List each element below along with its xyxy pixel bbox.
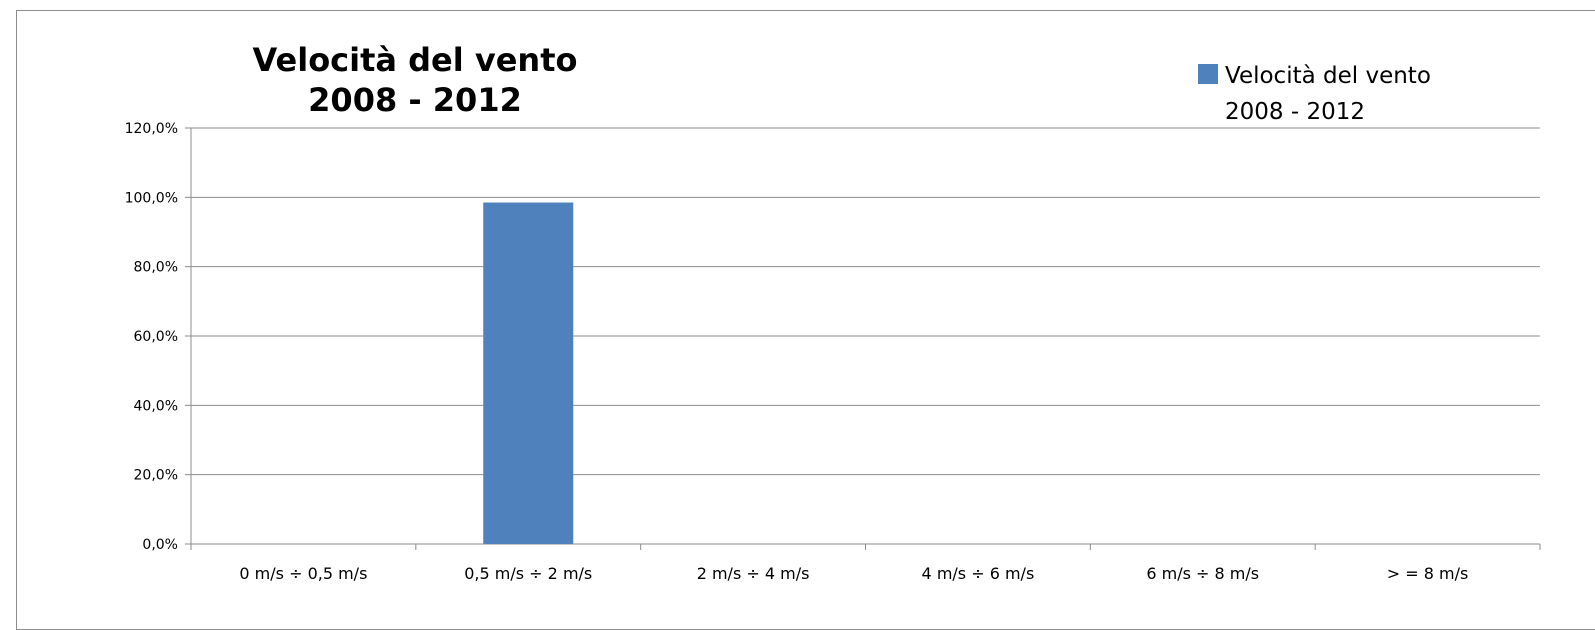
y-tick-label: 60,0% xyxy=(134,329,178,345)
plot-area: 0,0% 20,0% 40,0% 60,0% 80,0% 100,0% 120,0% 0 m/… xyxy=(125,121,1541,583)
legend-label-line-2: 2008 - 2012 xyxy=(1225,99,1365,125)
chart-frame xyxy=(16,10,1595,630)
chart-title: Velocità del vento 2008 - 2012 xyxy=(215,40,615,120)
y-tick-label: 0,0% xyxy=(142,537,178,553)
legend-label-line-1: Velocità del vento xyxy=(1225,63,1431,89)
x-tick-label: 4 m/s ÷ 6 m/s xyxy=(922,564,1035,583)
bar xyxy=(483,202,574,545)
y-tick-label: 120,0% xyxy=(125,121,178,137)
chart-title-line-1: Velocità del vento xyxy=(252,41,578,79)
x-tick-label: 2 m/s ÷ 4 m/s xyxy=(697,564,810,583)
chart-title-line-2: 2008 - 2012 xyxy=(308,81,522,119)
x-tick-label: > = 8 m/s xyxy=(1387,564,1469,583)
x-tick-label: 6 m/s ÷ 8 m/s xyxy=(1146,564,1259,583)
x-tick-label: 0,5 m/s ÷ 2 m/s xyxy=(464,564,592,583)
y-tick-label: 20,0% xyxy=(134,468,178,484)
x-tick-label: 0 m/s ÷ 0,5 m/s xyxy=(239,564,367,583)
legend-swatch xyxy=(1198,64,1218,84)
y-tick-label: 80,0% xyxy=(134,260,178,276)
legend-label: Velocità del vento 2008 - 2012 xyxy=(1225,58,1485,130)
y-tick-label: 100,0% xyxy=(125,190,178,206)
y-tick-label: 40,0% xyxy=(134,398,178,414)
